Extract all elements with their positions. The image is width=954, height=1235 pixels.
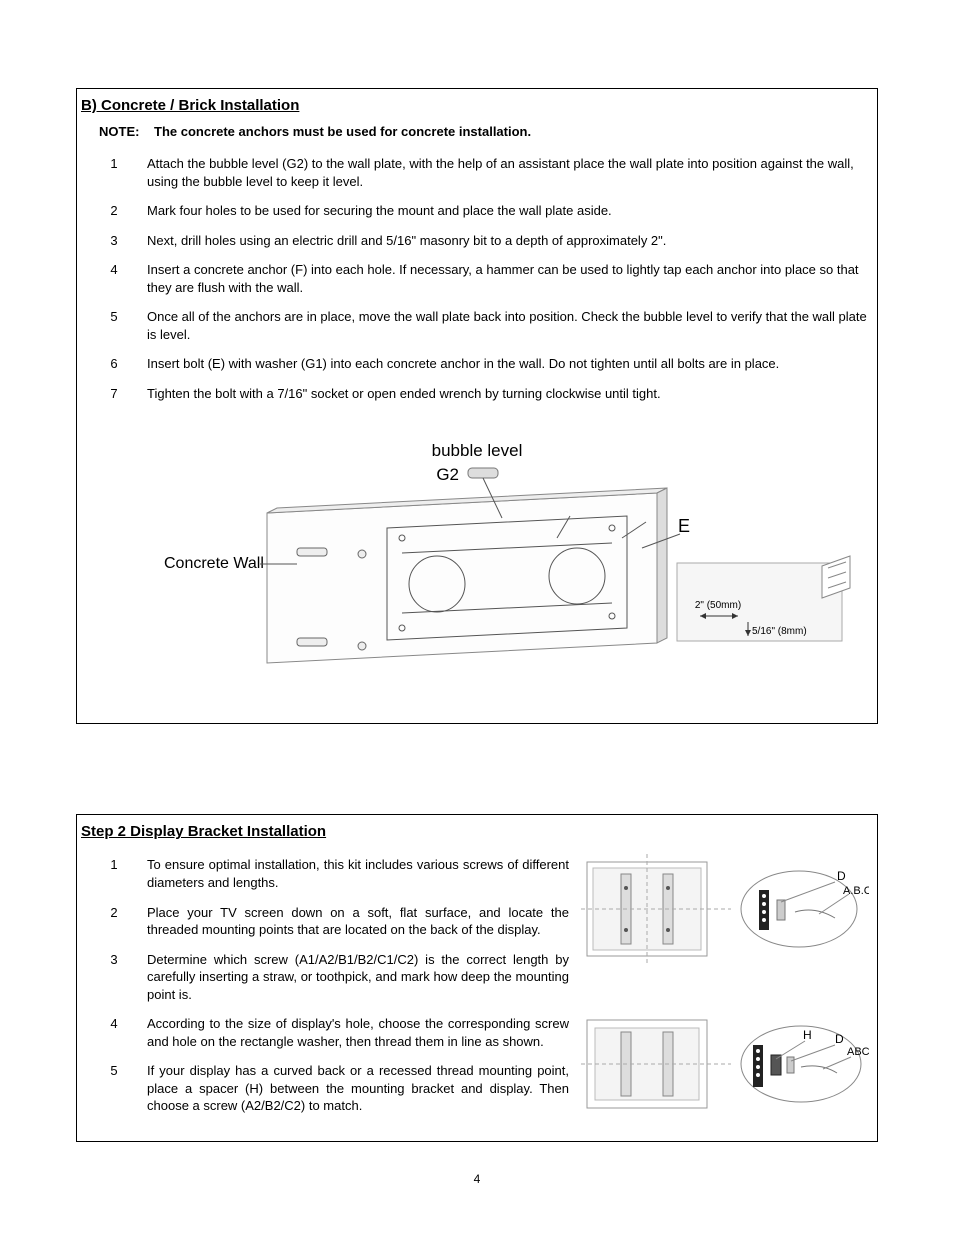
step-row: 4 According to the size of display's hol… bbox=[77, 1009, 575, 1056]
step2-right: D A.B.C bbox=[581, 850, 871, 1121]
step-text: Insert a concrete anchor (F) into each h… bbox=[147, 261, 871, 296]
page: B) Concrete / Brick Installation NOTE: T… bbox=[0, 0, 954, 1226]
step-text: Mark four holes to be used for securing … bbox=[147, 202, 871, 220]
tv-back-svg bbox=[581, 854, 731, 964]
step2-box: Step 2 Display Bracket Installation 1 To… bbox=[76, 814, 878, 1142]
step-row: 3 Determine which screw (A1/A2/B1/B2/C1/… bbox=[77, 945, 575, 1010]
tv-back2-svg bbox=[581, 1014, 731, 1114]
step-num: 1 bbox=[99, 155, 147, 190]
step-num: 5 bbox=[99, 308, 147, 343]
step2-left: 1 To ensure optimal installation, this k… bbox=[77, 850, 575, 1121]
step-text: To ensure optimal installation, this kit… bbox=[147, 856, 569, 891]
section-b-box: B) Concrete / Brick Installation NOTE: T… bbox=[76, 88, 878, 724]
label-bit: 5/16" (8mm) bbox=[752, 626, 807, 637]
step-row: 4 Insert a concrete anchor (F) into each… bbox=[77, 255, 877, 302]
label-e: E bbox=[678, 516, 690, 536]
step-num: 6 bbox=[99, 355, 147, 373]
step-text: If your display has a curved back or a r… bbox=[147, 1062, 569, 1115]
step-num: 4 bbox=[99, 1015, 147, 1050]
label-d2: D bbox=[835, 1032, 844, 1046]
step-num: 1 bbox=[99, 856, 147, 891]
step-row: 2 Place your TV screen down on a soft, f… bbox=[77, 898, 575, 945]
label-g2: G2 bbox=[436, 465, 459, 484]
step-num: 7 bbox=[99, 385, 147, 403]
step-num: 4 bbox=[99, 261, 147, 296]
note-label: NOTE: bbox=[99, 124, 154, 139]
step2-fig2: H D ABC bbox=[581, 1014, 871, 1114]
washer-screw-detail-svg: D A.B.C bbox=[739, 864, 869, 954]
step-num: 3 bbox=[99, 951, 147, 1004]
step-row: 6 Insert bolt (E) with washer (G1) into … bbox=[77, 349, 877, 379]
section-b-diagram: bubble level G2 F G1 E Concrete Wall bbox=[77, 408, 877, 703]
step-text: Determine which screw (A1/A2/B1/B2/C1/C2… bbox=[147, 951, 569, 1004]
step-text: Tighten the bolt with a 7/16" socket or … bbox=[147, 385, 871, 403]
section-b-title: B) Concrete / Brick Installation bbox=[77, 97, 877, 124]
step2-fig1: D A.B.C bbox=[581, 854, 871, 964]
note-row: NOTE: The concrete anchors must be used … bbox=[77, 124, 877, 149]
step-row: 1 To ensure optimal installation, this k… bbox=[77, 850, 575, 897]
step-text: Attach the bubble level (G2) to the wall… bbox=[147, 155, 871, 190]
step-row: 7 Tighten the bolt with a 7/16" socket o… bbox=[77, 379, 877, 409]
step-num: 2 bbox=[99, 202, 147, 220]
label-depth: 2" (50mm) bbox=[695, 600, 741, 611]
step-num: 5 bbox=[99, 1062, 147, 1115]
step-text: Insert bolt (E) with washer (G1) into ea… bbox=[147, 355, 871, 373]
step-text: Once all of the anchors are in place, mo… bbox=[147, 308, 871, 343]
step-row: 1 Attach the bubble level (G2) to the wa… bbox=[77, 149, 877, 196]
label-bubble-level: bubble level bbox=[432, 441, 523, 460]
step-row: 3 Next, drill holes using an electric dr… bbox=[77, 226, 877, 256]
step-row: 5 Once all of the anchors are in place, … bbox=[77, 302, 877, 349]
label-h: H bbox=[803, 1028, 812, 1042]
note-text: The concrete anchors must be used for co… bbox=[154, 124, 877, 139]
step-text: Place your TV screen down on a soft, fla… bbox=[147, 904, 569, 939]
label-d: D bbox=[837, 869, 846, 883]
step-row: 2 Mark four holes to be used for securin… bbox=[77, 196, 877, 226]
label-concrete-wall: Concrete Wall bbox=[164, 555, 264, 572]
concrete-wall-diagram-svg: bubble level G2 F G1 E Concrete Wall bbox=[102, 438, 852, 688]
step2-two-col: 1 To ensure optimal installation, this k… bbox=[77, 850, 877, 1121]
step-row: 5 If your display has a curved back or a… bbox=[77, 1056, 575, 1121]
step-num: 2 bbox=[99, 904, 147, 939]
step-num: 3 bbox=[99, 232, 147, 250]
spacer-detail-svg: H D ABC bbox=[739, 1019, 869, 1109]
page-number: 4 bbox=[76, 1172, 878, 1186]
step-text: According to the size of display's hole,… bbox=[147, 1015, 569, 1050]
label-abc2: ABC bbox=[847, 1046, 869, 1058]
step2-title: Step 2 Display Bracket Installation bbox=[77, 823, 877, 850]
step-text: Next, drill holes using an electric dril… bbox=[147, 232, 871, 250]
